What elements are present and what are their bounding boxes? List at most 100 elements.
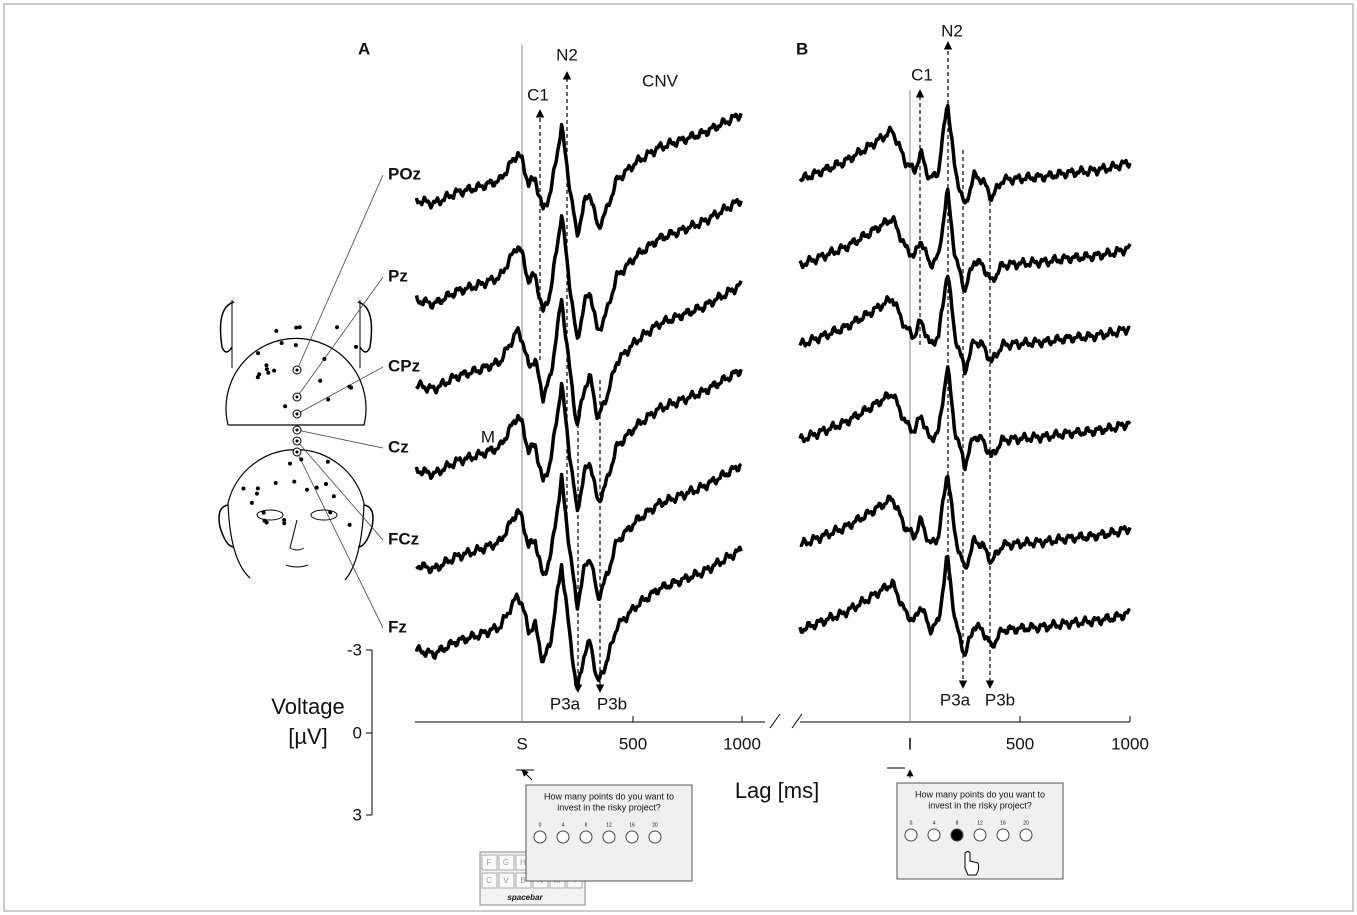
option-label: 16 bbox=[629, 822, 635, 828]
electrode-dot bbox=[295, 368, 299, 372]
option-radio bbox=[556, 830, 570, 844]
electrode-dot bbox=[264, 520, 269, 525]
component-label: CNV bbox=[642, 71, 679, 90]
tick-label: 500 bbox=[1006, 734, 1034, 753]
tick-label: 0 bbox=[353, 723, 362, 742]
component-label: M bbox=[481, 427, 495, 446]
option-label: 4 bbox=[933, 820, 936, 826]
leader-line bbox=[296, 174, 384, 371]
option-label: 4 bbox=[562, 822, 565, 828]
electrode-dot bbox=[282, 521, 287, 526]
option-radio bbox=[1019, 828, 1033, 842]
erp-trace bbox=[798, 187, 1132, 293]
electrode-label: Pz bbox=[388, 266, 408, 285]
electrode-dot bbox=[273, 481, 278, 486]
electrode-label: Cz bbox=[388, 437, 409, 456]
electrode-label: POz bbox=[388, 164, 421, 183]
leader-line bbox=[296, 451, 384, 629]
key-label: F bbox=[487, 858, 492, 867]
frame bbox=[3, 3, 1354, 912]
electrode-label: FCz bbox=[388, 529, 419, 548]
erp-trace bbox=[798, 103, 1132, 205]
erp-trace bbox=[798, 554, 1131, 657]
electrode-dot bbox=[255, 486, 260, 491]
electrode-dot bbox=[295, 428, 299, 432]
leader-line bbox=[296, 429, 384, 449]
electrode-dot bbox=[292, 479, 297, 484]
electrode-dot bbox=[264, 367, 269, 372]
option-radio bbox=[973, 828, 987, 842]
electrode-dot bbox=[326, 397, 331, 402]
spacebar-label: spacebar bbox=[507, 893, 543, 902]
erp-trace bbox=[414, 197, 743, 340]
electrode-label: CPz bbox=[388, 356, 420, 375]
component-label: P3a bbox=[940, 690, 971, 709]
electrode-layer: POz Pz CPz Cz FCz Fz bbox=[241, 164, 421, 636]
option-radio bbox=[996, 828, 1010, 842]
electrode-dot bbox=[347, 522, 352, 527]
tick-label: -3 bbox=[347, 640, 362, 659]
component-label: P3b bbox=[985, 690, 1015, 709]
electrode-dot bbox=[261, 510, 266, 515]
cursor bbox=[964, 851, 980, 876]
option-radio bbox=[625, 830, 639, 844]
option-radio bbox=[950, 828, 964, 842]
traces bbox=[414, 103, 1132, 691]
key-label: V bbox=[503, 876, 509, 885]
electrode-dot bbox=[266, 370, 271, 375]
option-radio bbox=[648, 830, 662, 844]
axis-label: Voltage bbox=[271, 694, 344, 719]
erp-trace bbox=[414, 545, 743, 691]
option-radio bbox=[904, 828, 918, 842]
panel-label: B bbox=[796, 39, 808, 58]
electrode-dot bbox=[264, 363, 269, 368]
electrode-dot bbox=[295, 395, 299, 399]
tick-label: 3 bbox=[353, 805, 362, 824]
component-label: N2 bbox=[941, 21, 963, 40]
option-label: 0 bbox=[910, 820, 913, 826]
electrode-dot bbox=[274, 328, 279, 333]
electrode-dot bbox=[297, 325, 302, 330]
erp-trace bbox=[415, 280, 743, 427]
key-label: B bbox=[520, 876, 525, 885]
onset-arrow bbox=[521, 769, 533, 781]
question-text: How many points do you want to bbox=[544, 791, 674, 801]
electrode-dot bbox=[295, 450, 299, 454]
erp-trace bbox=[414, 368, 743, 513]
option-label: 20 bbox=[1023, 820, 1029, 826]
electrode-dot bbox=[324, 481, 329, 486]
leader-line bbox=[296, 440, 384, 541]
electrode-dot bbox=[294, 325, 299, 330]
key bbox=[481, 872, 498, 889]
option-radio bbox=[602, 830, 616, 844]
leader-line bbox=[296, 276, 384, 398]
option-label: 0 bbox=[539, 822, 542, 828]
electrode-dot bbox=[314, 485, 319, 490]
electrode-dot bbox=[256, 351, 261, 356]
electrode-dot bbox=[322, 357, 327, 362]
panel-label: A bbox=[358, 39, 370, 58]
tick-label: 500 bbox=[619, 734, 647, 753]
option-label: 16 bbox=[1000, 820, 1006, 826]
erp-trace bbox=[798, 274, 1131, 376]
electrode-dot bbox=[282, 517, 287, 522]
question-text: invest in the risky project? bbox=[928, 800, 1032, 810]
key-label: H bbox=[520, 858, 526, 867]
option-label: 8 bbox=[585, 822, 588, 828]
question-text: How many points do you want to bbox=[915, 789, 1045, 799]
tick-label: S bbox=[516, 734, 527, 753]
key-label: C bbox=[486, 876, 492, 885]
key bbox=[481, 854, 498, 871]
tick-label: 1000 bbox=[723, 734, 761, 753]
electrode-dot bbox=[325, 459, 330, 464]
erp-trace bbox=[799, 474, 1132, 570]
component-label: C1 bbox=[527, 85, 549, 104]
option-label: 8 bbox=[956, 820, 959, 826]
option-label: 20 bbox=[652, 822, 658, 828]
question-text: invest in the risky project? bbox=[557, 802, 661, 812]
option-radio bbox=[927, 828, 941, 842]
electrode-dot bbox=[283, 404, 288, 409]
electrode-dot bbox=[349, 385, 354, 390]
electrode-dot bbox=[272, 368, 277, 373]
